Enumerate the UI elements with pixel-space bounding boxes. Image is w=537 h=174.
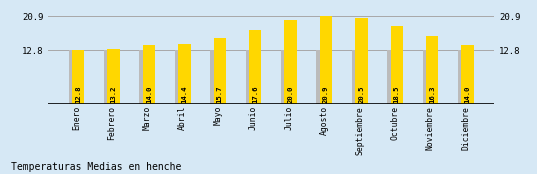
Bar (245, 50, 258, 104)
Text: 14.0: 14.0 (465, 86, 470, 103)
Text: 20.9: 20.9 (323, 86, 329, 103)
Bar (426, 36, 438, 104)
Bar (281, 50, 293, 104)
Bar (355, 18, 368, 104)
Bar (458, 50, 470, 104)
Text: 13.2: 13.2 (111, 86, 117, 103)
Text: 18.5: 18.5 (394, 86, 400, 103)
Text: 20.5: 20.5 (358, 86, 365, 103)
Text: 16.3: 16.3 (429, 86, 435, 103)
Bar (461, 45, 474, 104)
Bar (390, 26, 403, 104)
Bar (387, 50, 400, 104)
Bar (316, 50, 329, 104)
Bar (107, 49, 120, 104)
Bar (249, 30, 262, 104)
Bar (143, 45, 155, 104)
Bar (210, 50, 223, 104)
Text: 20.0: 20.0 (288, 86, 294, 103)
Bar (178, 44, 191, 104)
Text: 17.6: 17.6 (252, 86, 258, 103)
Bar (104, 50, 117, 104)
Bar (320, 16, 332, 104)
Text: Temperaturas Medias en henche: Temperaturas Medias en henche (11, 162, 181, 172)
Text: 14.0: 14.0 (146, 86, 152, 103)
Text: 15.7: 15.7 (217, 86, 223, 103)
Bar (175, 50, 187, 104)
Bar (352, 50, 364, 104)
Text: 12.8: 12.8 (75, 86, 81, 103)
Bar (214, 38, 226, 104)
Bar (140, 50, 152, 104)
Bar (69, 50, 81, 104)
Bar (423, 50, 435, 104)
Text: 14.4: 14.4 (182, 86, 187, 103)
Bar (285, 20, 297, 104)
Bar (72, 50, 84, 104)
